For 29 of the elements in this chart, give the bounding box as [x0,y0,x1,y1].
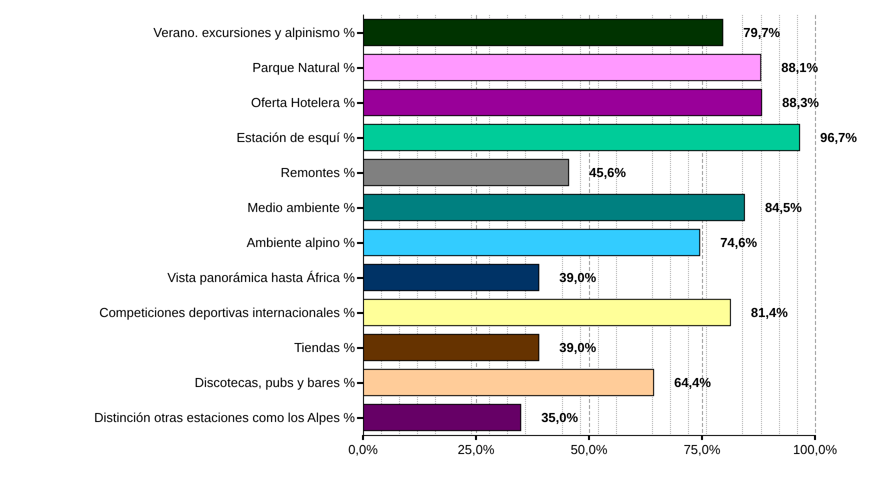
x-tick-label: 75,0% [684,442,721,457]
data-label: 74,6% [720,235,758,250]
x-tick-label: 25,0% [458,442,495,457]
y-tick-label: Estación de esquí % [236,130,356,145]
y-tick-label: Ambiente alpino % [246,235,356,250]
x-tick-label: 0,0% [348,442,378,457]
y-tick-label: Medio ambiente % [247,200,356,215]
data-label: 64,4% [674,375,712,390]
y-tick-label: Vista panorámica hasta África % [167,270,356,285]
data-label: 39,0% [559,340,597,355]
data-label: 79,7% [743,25,781,40]
y-tick-label: Competiciones deportivas internacionales % [99,305,356,320]
data-label: 81,4% [750,305,788,320]
data-label: 45,6% [589,165,626,180]
y-tick-label: Oferta Hotelera % [250,95,356,110]
data-label: 84,5% [764,200,802,215]
y-tick-label: Discotecas, pubs y bares % [194,375,356,390]
data-label: 35,0% [541,410,578,425]
y-tick-label: Verano. excursiones y alpinismo % [153,25,356,40]
y-tick-label: Parque Natural % [252,60,356,75]
y-tick-label: Tiendas % [294,340,356,355]
data-label: 88,1% [781,60,819,75]
y-tick-label: Remontes % [280,165,356,180]
data-label: 88,3% [782,95,820,110]
x-tick-label: 100,0% [792,442,838,457]
x-tick-label: 50,0% [570,442,608,457]
y-tick-label: Distinción otras estaciones como los Alpes % [94,410,356,425]
data-label: 96,7% [820,130,858,145]
data-label: 39,0% [559,270,597,285]
